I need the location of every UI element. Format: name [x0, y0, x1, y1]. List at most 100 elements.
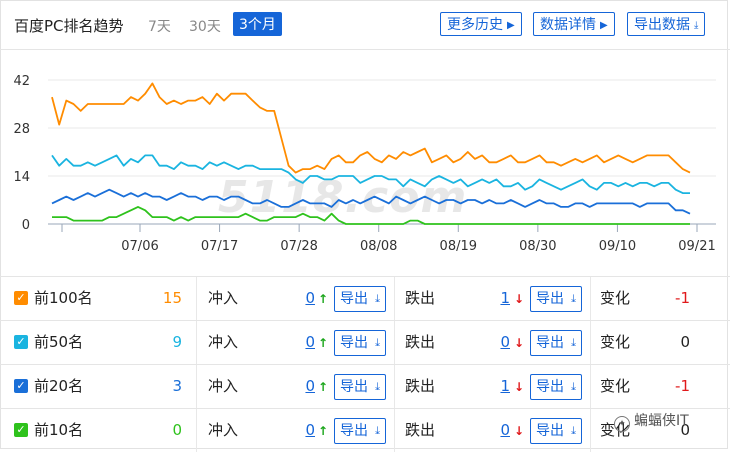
drop-out-label: 跌出: [405, 333, 436, 351]
arrow-down-icon: ↓: [514, 424, 525, 438]
arrow-down-icon: ↓: [514, 380, 525, 394]
download-icon: ⤓: [694, 20, 699, 31]
rush-in-count[interactable]: 0: [305, 421, 315, 439]
column-divider: [394, 321, 395, 364]
drop-out-label: 跌出: [405, 289, 436, 307]
table-row-top10: ✓ 前10名 0 冲入 0 ↑ 导出 ⤓ 跌出 0 ↓ 导出 ⤓ 变化 0: [0, 408, 730, 452]
table-row-top20: ✓ 前20名 3 冲入 0 ↑ 导出 ⤓ 跌出 1 ↓ 导出 ⤓ 变化 -1: [0, 364, 730, 408]
export-label: 导出: [536, 379, 564, 395]
drop-out-count[interactable]: 1: [500, 289, 510, 307]
drop-out-count[interactable]: 0: [500, 333, 510, 351]
arrow-up-icon: ↑: [318, 380, 329, 394]
rush-in-label: 冲入: [208, 333, 239, 351]
x-tick-label: 09/21: [678, 239, 715, 254]
rush-in-count[interactable]: 0: [305, 333, 315, 351]
row-label: 前10名: [34, 421, 84, 439]
drop-out-count[interactable]: 0: [500, 421, 510, 439]
x-tick-label: 09/10: [599, 239, 636, 254]
column-divider: [196, 409, 197, 452]
column-divider: [196, 321, 197, 364]
download-icon: ⤓: [375, 380, 380, 393]
range-3m[interactable]: 3个月: [233, 12, 282, 36]
series-line-0: [51, 82, 691, 174]
export-data-button[interactable]: 导出数据 ⤓: [627, 12, 706, 36]
y-tick-label: 14: [13, 170, 30, 185]
x-tick-label: 07/28: [280, 239, 317, 254]
y-tick-label: 0: [22, 218, 30, 233]
change-label: 变化: [600, 333, 631, 351]
column-divider: [590, 409, 591, 452]
column-divider: [394, 409, 395, 452]
checkbox[interactable]: ✓: [14, 291, 28, 305]
series-line-2: [51, 188, 691, 215]
checkbox[interactable]: ✓: [14, 379, 28, 393]
export-data-label: 导出数据: [634, 17, 690, 33]
row-count: 9: [172, 333, 182, 351]
y-tick-label: 28: [13, 122, 30, 137]
export-rush-in-button[interactable]: 导出 ⤓: [334, 286, 386, 312]
rush-in-count[interactable]: 0: [305, 377, 315, 395]
export-label: 导出: [340, 379, 368, 395]
arrow-up-icon: ↑: [318, 292, 329, 306]
checkbox[interactable]: ✓: [14, 335, 28, 349]
change-value: -1: [675, 289, 690, 307]
change-value: 0: [680, 333, 690, 351]
export-drop-out-button[interactable]: 导出 ⤓: [530, 330, 582, 356]
range-30d[interactable]: 30天: [189, 19, 221, 35]
range-7d[interactable]: 7天: [148, 19, 171, 35]
change-label: 变化: [600, 289, 631, 307]
panel-header: 百度PC排名趋势 7天 30天 3个月 更多历史 ▶ 数据详情 ▶ 导出数据 ⤓: [0, 0, 730, 50]
x-tick-label: 07/06: [121, 239, 158, 254]
row-count: 15: [162, 289, 182, 307]
export-drop-out-button[interactable]: 导出 ⤓: [530, 374, 582, 400]
export-drop-out-button[interactable]: 导出 ⤓: [530, 418, 582, 444]
x-tick-label: 07/17: [201, 239, 238, 254]
more-history-label: 更多历史: [447, 17, 503, 33]
panel-title: 百度PC排名趋势: [14, 17, 124, 35]
x-tick-label: 08/30: [519, 239, 556, 254]
export-label: 导出: [536, 291, 564, 307]
export-label: 导出: [340, 335, 368, 351]
rush-in-label: 冲入: [208, 421, 239, 439]
arrow-down-icon: ↓: [514, 292, 525, 306]
rush-in-count[interactable]: 0: [305, 289, 315, 307]
series-line-1: [51, 154, 690, 195]
column-divider: [394, 277, 395, 320]
export-drop-out-button[interactable]: 导出 ⤓: [530, 286, 582, 312]
arrow-up-icon: ↑: [318, 424, 329, 438]
download-icon: ⤓: [571, 380, 576, 393]
change-value: 0: [680, 421, 690, 439]
row-label: 前50名: [34, 333, 84, 351]
data-details-button[interactable]: 数据详情 ▶: [533, 12, 615, 36]
column-divider: [394, 365, 395, 408]
change-value: -1: [675, 377, 690, 395]
download-icon: ⤓: [571, 424, 576, 437]
table-row-top100: ✓ 前100名 15 冲入 0 ↑ 导出 ⤓ 跌出 1 ↓ 导出 ⤓ 变化 -1: [0, 276, 730, 320]
download-icon: ⤓: [375, 336, 380, 349]
caret-right-icon: ▶: [507, 20, 515, 31]
export-label: 导出: [340, 291, 368, 307]
column-divider: [590, 321, 591, 364]
row-label: 前100名: [34, 289, 93, 307]
download-icon: ⤓: [375, 292, 380, 305]
export-rush-in-button[interactable]: 导出 ⤓: [334, 374, 386, 400]
column-divider: [590, 277, 591, 320]
rush-in-label: 冲入: [208, 377, 239, 395]
y-tick-label: 42: [13, 74, 30, 89]
checkbox[interactable]: ✓: [14, 423, 28, 437]
rank-trend-chart: 5118.com 0 14 28 42 07/06 07/17 07/28 08/08 08/1…: [0, 60, 730, 270]
data-details-label: 数据详情: [540, 17, 596, 33]
row-count: 0: [172, 421, 182, 439]
column-divider: [590, 365, 591, 408]
export-label: 导出: [536, 335, 564, 351]
export-rush-in-button[interactable]: 导出 ⤓: [334, 418, 386, 444]
row-label: 前20名: [34, 377, 84, 395]
series-line-3: [52, 205, 690, 225]
change-label: 变化: [600, 377, 631, 395]
chart-canvas: 0 14 28 42 07/06 07/17 07/28 08/08 08/19 08/30 09/…: [13, 74, 716, 254]
table-row-top50: ✓ 前50名 9 冲入 0 ↑ 导出 ⤓ 跌出 0 ↓ 导出 ⤓ 变化 0: [0, 320, 730, 364]
export-rush-in-button[interactable]: 导出 ⤓: [334, 330, 386, 356]
drop-out-count[interactable]: 1: [500, 377, 510, 395]
more-history-button[interactable]: 更多历史 ▶: [440, 12, 522, 36]
x-tick-label: 08/19: [440, 239, 477, 254]
